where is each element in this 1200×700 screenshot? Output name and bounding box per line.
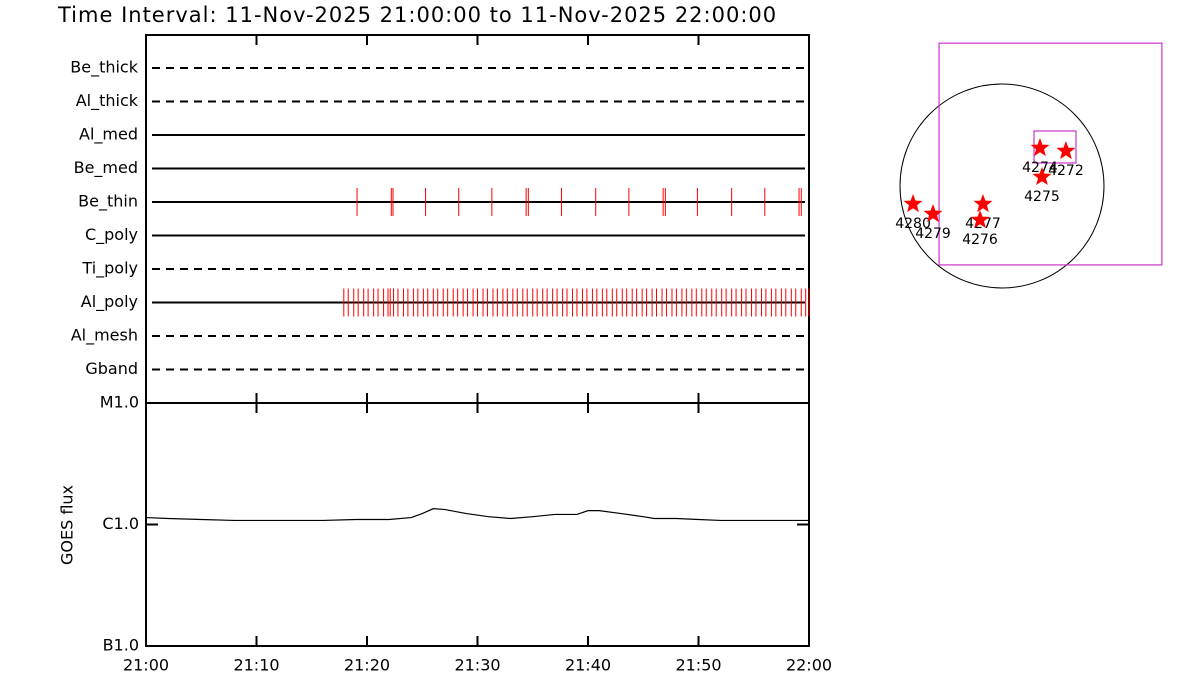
filter-label: Be_thin <box>78 192 138 212</box>
x-tick-label: 21:00 <box>123 656 169 675</box>
y-axis-label: GOES flux <box>58 485 77 565</box>
y-tick-label: B1.0 <box>103 636 139 655</box>
title: Time Interval: 11-Nov-2025 21:00:00 to 1… <box>57 3 777 27</box>
x-tick-label: 21:50 <box>675 656 721 675</box>
filter-label: Al_med <box>79 125 138 145</box>
region-star <box>1032 167 1052 185</box>
region-label: 4274 <box>1022 160 1058 176</box>
region-star <box>923 204 943 223</box>
y-tick-label: C1.0 <box>102 514 139 533</box>
x-tick-label: 21:40 <box>565 656 611 675</box>
filter-label: C_poly <box>85 225 138 245</box>
region-label: 4276 <box>962 232 998 248</box>
filter-label: Gband <box>85 359 138 378</box>
region-star <box>903 194 923 213</box>
x-tick-label: 21:30 <box>454 656 500 675</box>
filter-label: Al_thick <box>76 91 139 111</box>
region-label: 4280 <box>895 216 931 232</box>
region-star <box>970 210 990 229</box>
solar-limb <box>899 83 1105 289</box>
region-star <box>973 194 993 213</box>
x-tick-label: 22:00 <box>786 656 832 675</box>
filter-label: Be_thick <box>70 58 138 78</box>
goes-curve <box>145 508 809 522</box>
fov-box <box>938 42 1163 266</box>
filter-label: Ti_poly <box>81 259 138 279</box>
region-star <box>1030 138 1050 157</box>
plot-frame <box>145 34 810 647</box>
y-tick-label: M1.0 <box>100 393 139 412</box>
region-label: 4275 <box>1024 189 1060 205</box>
filter-label: Al_poly <box>81 292 138 312</box>
x-tick-label: 21:10 <box>233 656 279 675</box>
region-label: 4272 <box>1048 163 1084 179</box>
region-star <box>1056 141 1076 160</box>
filter-label: Be_med <box>74 158 138 178</box>
filter-label: Al_mesh <box>71 326 138 346</box>
x-tick-label: 21:20 <box>344 656 390 675</box>
region-label: 4279 <box>915 226 951 242</box>
